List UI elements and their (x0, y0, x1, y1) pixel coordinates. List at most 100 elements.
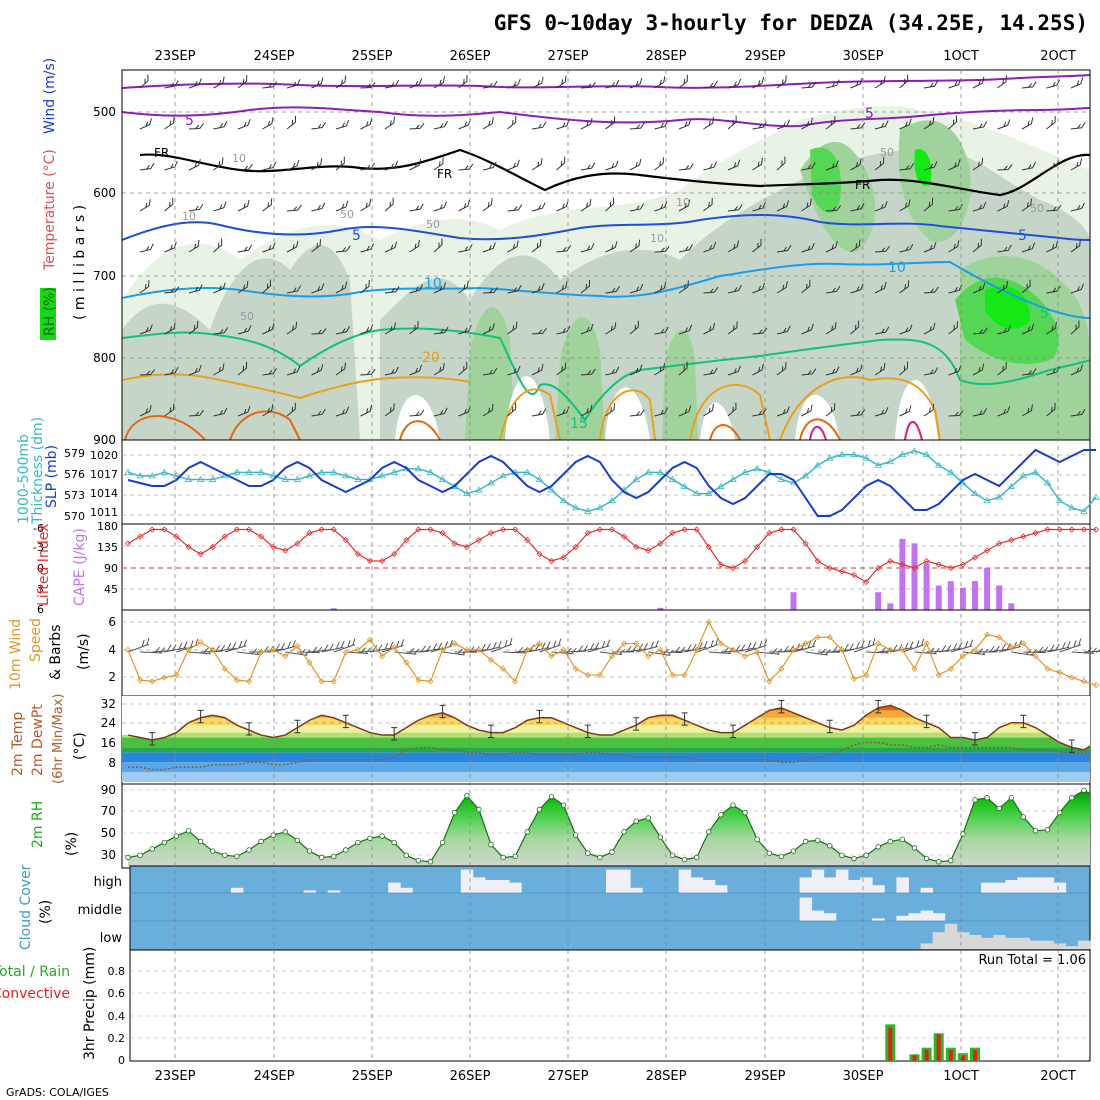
upper-wind-barb (188, 203, 204, 212)
upper-wind-barb (335, 281, 348, 294)
thickness-marker (705, 489, 713, 497)
li-marker (778, 526, 785, 533)
cloud-high-bar (327, 890, 341, 893)
cape-bar (875, 592, 882, 610)
upper-wind-barb (311, 77, 324, 89)
upper-wind-barb (776, 281, 788, 294)
upper-wind-barb (678, 74, 688, 89)
cape-bar (984, 567, 991, 610)
upper-wind-barb (556, 362, 567, 376)
cloud-low-bar (1017, 937, 1030, 949)
rh-y-label: 2m RH (%) (30, 801, 80, 856)
li-marker (802, 540, 809, 547)
rh-marker (609, 849, 615, 855)
surface-wind-barb (333, 638, 356, 653)
rh-marker (742, 809, 748, 816)
li-marker (439, 529, 446, 537)
rh-legend-swatch (40, 288, 56, 340)
cloud-low-bar (1041, 940, 1055, 949)
li-marker (729, 564, 737, 572)
upper-wind-barb (409, 284, 423, 294)
upper-wind-barb (580, 162, 596, 171)
surface-wind-barb (321, 640, 345, 653)
upper-wind-barb (531, 157, 543, 171)
ylabel-wind-units: (m/s) (76, 633, 92, 670)
li-marker (415, 526, 422, 533)
upper-wind-barb (139, 369, 155, 376)
upper-wind-barb (825, 116, 836, 130)
upper-wind-barb (311, 239, 322, 253)
temp-tick: 16 (101, 736, 116, 750)
cloud-middle-bars (799, 897, 946, 921)
upper-wind-barb (850, 320, 860, 335)
upper-wind-barb (482, 117, 494, 130)
wind-marker (536, 640, 543, 647)
upper-wind-barb (654, 407, 669, 417)
upper-wind-barb (556, 156, 566, 171)
wind-marker (669, 672, 676, 679)
date-label: 28SEP (646, 1069, 687, 1084)
wind-marker (863, 672, 870, 679)
upper-wind-barb (1070, 158, 1082, 171)
upper-wind-barb (286, 240, 299, 253)
credit-label: GrADS: COLA/IGES (6, 1086, 109, 1099)
ylabel-thickness-a: 1000-500mb (16, 434, 32, 524)
rh-marker (669, 852, 676, 859)
thickness-marker (922, 450, 931, 458)
upper-wind-barb (948, 365, 962, 376)
li-marker (790, 526, 797, 533)
upper-wind-barb (482, 242, 496, 253)
upper-wind-barb (409, 364, 422, 376)
upper-wind-barb (1096, 406, 1100, 417)
cape-tick: 135 (97, 541, 118, 554)
upper-wind-barb (703, 286, 719, 294)
cape-tick: 90 (104, 562, 118, 575)
upper-wind-barb (997, 164, 1013, 171)
surface-wind-barb (1047, 640, 1071, 653)
upper-wind-barb (433, 76, 445, 89)
li-marker (282, 547, 289, 554)
upper-wind-barb (164, 322, 176, 335)
upper-wind-barb (311, 121, 326, 130)
cloud-low-bar (1053, 943, 1067, 949)
date-label: 2OCT (1040, 49, 1076, 64)
rh-marker (1044, 827, 1051, 833)
rh-marker (125, 854, 131, 861)
li-marker (645, 547, 652, 554)
rh-marker (427, 859, 434, 865)
li-markers (124, 526, 1100, 586)
rh-marker (681, 856, 688, 863)
upper-wind-barb (752, 202, 766, 212)
surface-wind-barb (418, 642, 443, 653)
cape-bar (790, 592, 797, 610)
upper-wind-barb (899, 361, 909, 376)
upper-wind-barb (556, 200, 569, 212)
upper-wind-barb (678, 361, 688, 376)
upper-wind-barb (507, 321, 518, 335)
upper-wind-barb (262, 81, 278, 89)
li-marker (124, 540, 132, 547)
thickness-marker (608, 496, 616, 504)
upper-wind-barb (997, 280, 1009, 294)
li-marker (693, 526, 700, 533)
ylabel-precip-units: 3hr Precip (mm) (82, 947, 98, 1060)
cape-bar (657, 607, 664, 610)
isotherm-minus5-upper (122, 74, 1090, 89)
upper-wind-barb (335, 245, 351, 253)
li-marker (524, 536, 531, 544)
ylabel-minmax: (6hr Min/Max) (51, 694, 66, 784)
isotherm-freezing (139, 148, 1090, 197)
temp-whisker (294, 719, 301, 734)
rh-marker (234, 853, 240, 860)
contour-label-10: 10 (424, 276, 442, 292)
upper-wind-barb (1093, 363, 1100, 375)
upper-wind-barb (629, 203, 645, 212)
thickness-marker (898, 450, 907, 458)
li-marker (149, 526, 156, 533)
upper-wind-barb (507, 365, 521, 376)
upper-wind-barb (972, 363, 985, 376)
rh-marker (137, 852, 143, 859)
upper-wind-barb (1096, 119, 1100, 130)
upper-wind-barb (1093, 157, 1100, 170)
wind-marker (209, 646, 216, 653)
